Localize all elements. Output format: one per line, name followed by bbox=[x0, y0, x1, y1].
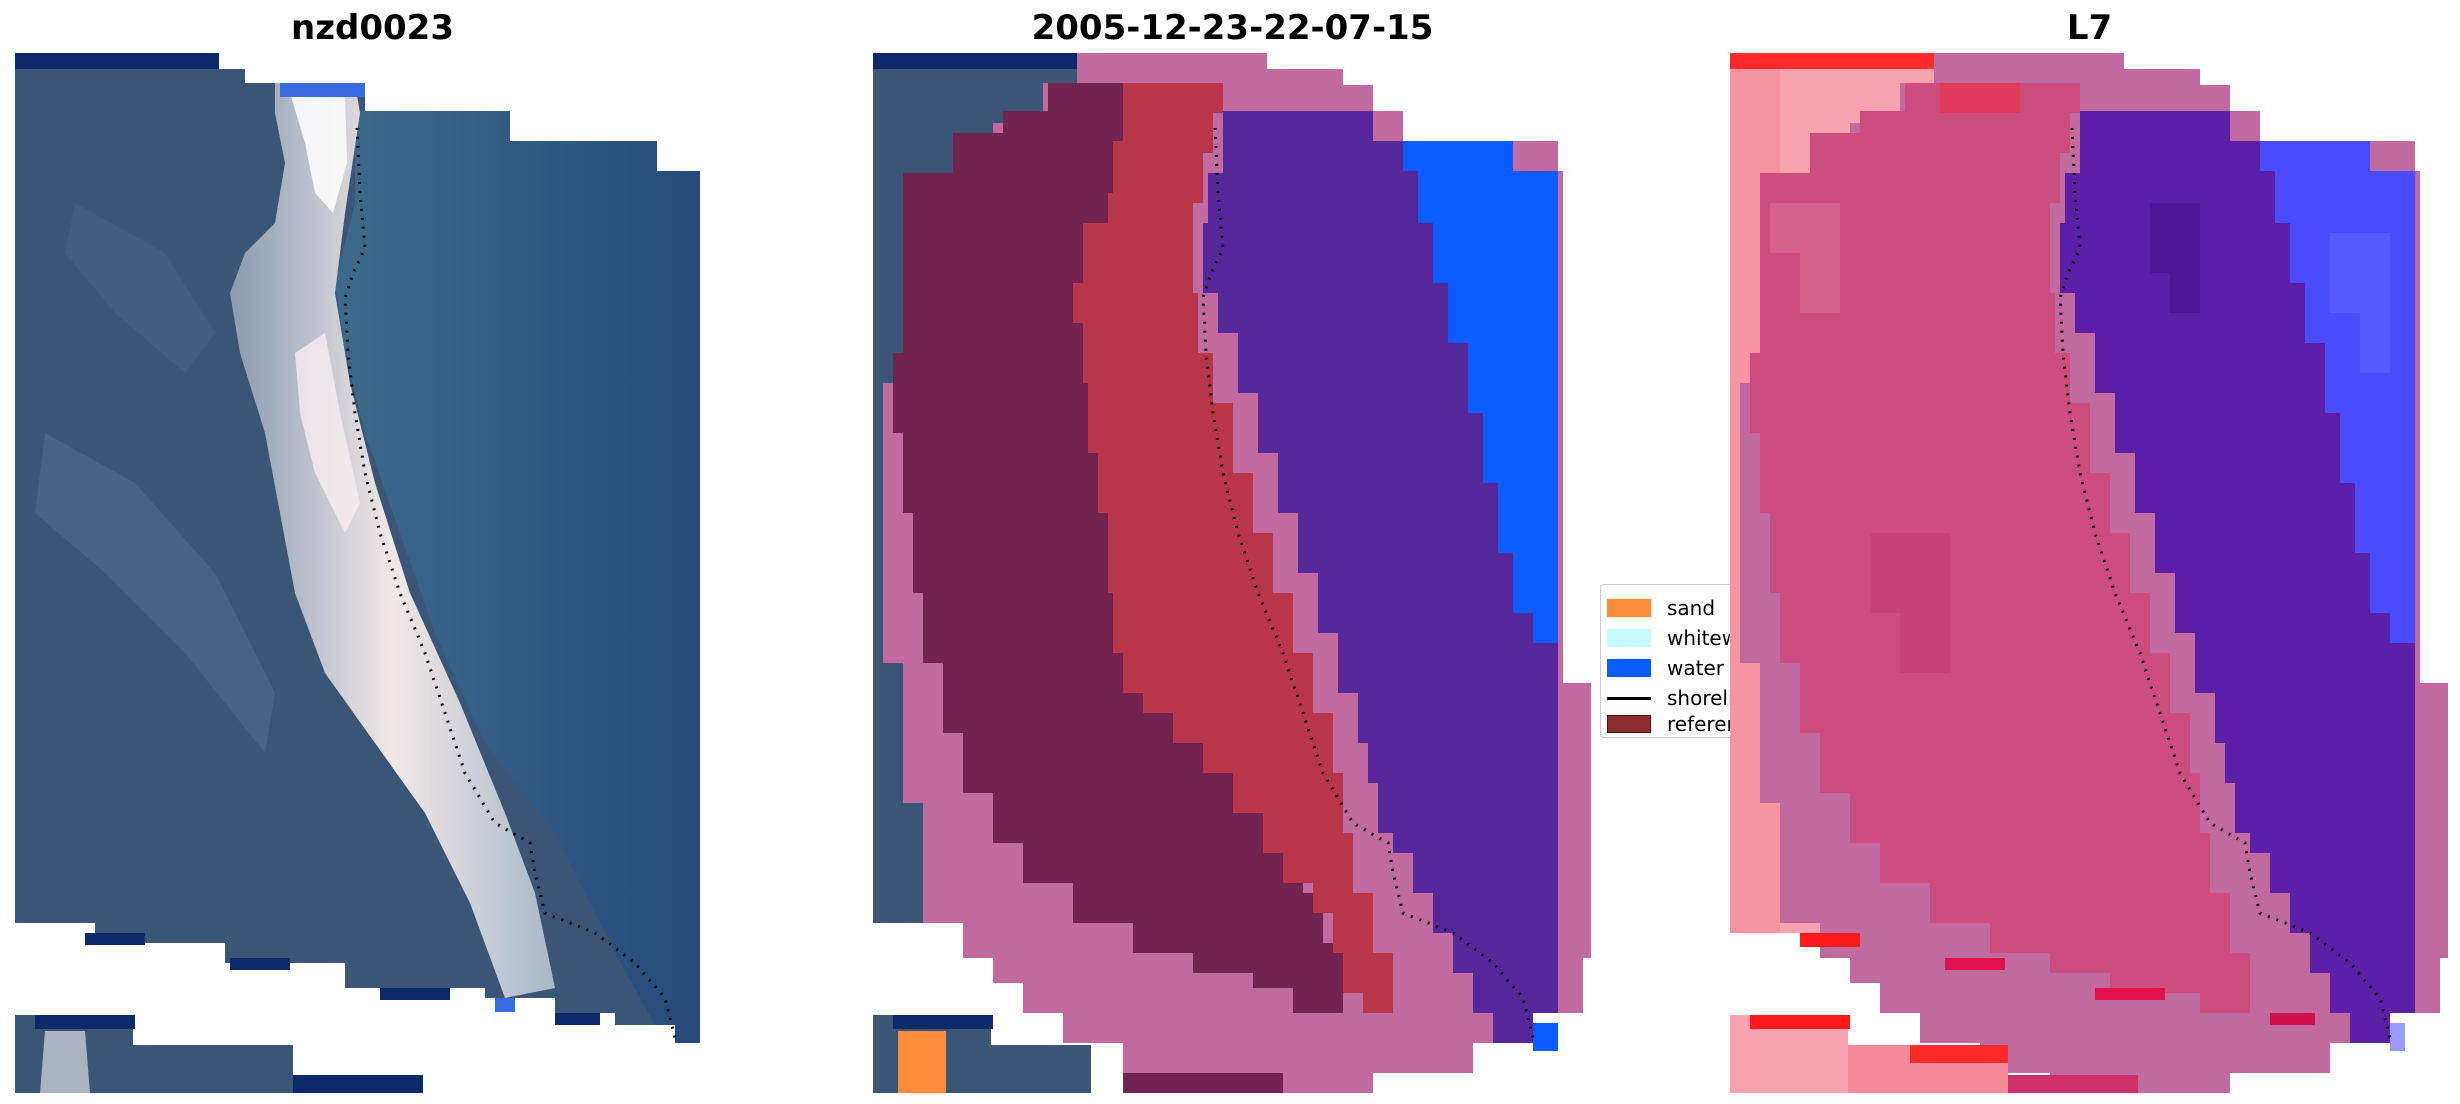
legend-label-water: water bbox=[1667, 656, 1724, 680]
panel-title-3: L7 bbox=[2066, 8, 2113, 48]
legend-item-water: water bbox=[1607, 653, 1724, 683]
water-swatch bbox=[1607, 659, 1651, 677]
rgb-image-panel bbox=[15, 53, 715, 1093]
whitewater-swatch bbox=[1607, 629, 1651, 647]
legend-label-shoreline: shoreline bbox=[1667, 686, 1734, 710]
rgb-image bbox=[15, 53, 700, 1093]
probability-image bbox=[1730, 53, 2448, 1093]
classified-image bbox=[873, 53, 1591, 1093]
reference-shoreline-2 bbox=[1201, 127, 1535, 1039]
reference-shoreline-3 bbox=[2058, 127, 2392, 1039]
panel-title-2: 2005-12-23-22-07-15 bbox=[1031, 8, 1434, 48]
legend-item-shoreline: shoreline bbox=[1607, 683, 1734, 713]
shoreline-line-swatch bbox=[1607, 696, 1651, 700]
sand-swatch bbox=[1607, 599, 1651, 617]
reference-shoreline-1 bbox=[343, 127, 677, 1039]
legend-label-sand: sand bbox=[1667, 596, 1716, 620]
legend-item-reference-shoreline: reference shoreline bbox=[1607, 709, 1734, 737]
classified-image-panel bbox=[873, 53, 1593, 1093]
probability-image-panel bbox=[1730, 53, 2450, 1093]
reference-shoreline-swatch bbox=[1607, 715, 1651, 733]
legend-label-reference-shoreline: reference shoreline bbox=[1667, 712, 1734, 736]
panel-title-1: nzd0023 bbox=[291, 8, 454, 48]
legend-item-sand: sand bbox=[1607, 593, 1715, 623]
